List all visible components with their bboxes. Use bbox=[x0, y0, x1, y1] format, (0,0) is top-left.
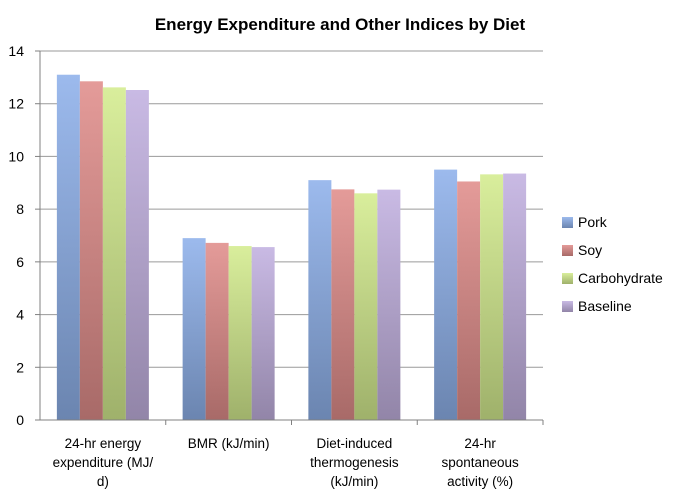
y-tick-label: 6 bbox=[16, 254, 24, 270]
bar-pork bbox=[434, 169, 458, 420]
y-tick-label: 8 bbox=[16, 201, 24, 217]
legend-swatch bbox=[562, 245, 573, 256]
bar-carbohydrate bbox=[480, 174, 504, 420]
legend-swatch bbox=[562, 273, 573, 284]
bar-soy bbox=[457, 181, 481, 420]
legend-swatch bbox=[562, 301, 573, 312]
bar-carbohydrate bbox=[102, 87, 126, 420]
legend-label: Soy bbox=[578, 242, 602, 258]
bar-pork bbox=[182, 238, 206, 420]
bar-baseline bbox=[125, 90, 149, 420]
legend-label: Carbohydrate bbox=[578, 270, 663, 286]
y-tick-label: 2 bbox=[16, 359, 24, 375]
legend-swatch bbox=[562, 217, 573, 228]
bar-carbohydrate bbox=[354, 193, 378, 420]
bar-soy bbox=[331, 189, 355, 420]
bar-pork bbox=[56, 74, 80, 420]
bar-baseline bbox=[251, 247, 275, 420]
x-category-label: 24-hr spontaneous activity (%) bbox=[441, 436, 519, 489]
x-category-label: BMR (kJ/min) bbox=[188, 436, 270, 451]
bar-baseline bbox=[503, 173, 527, 420]
y-tick-label: 10 bbox=[8, 148, 24, 164]
legend: Pork Soy Carbohydrate Baseline bbox=[562, 214, 663, 314]
y-tick-label: 0 bbox=[16, 412, 24, 428]
chart-title: Energy Expenditure and Other Indices by … bbox=[155, 15, 526, 34]
bar-soy bbox=[205, 242, 229, 420]
legend-label: Baseline bbox=[578, 298, 632, 314]
bar-carbohydrate bbox=[228, 246, 252, 420]
bar-baseline bbox=[377, 189, 401, 420]
x-category-label: 24-hr energy expenditure (MJ/d) bbox=[53, 436, 154, 489]
y-tick-label: 14 bbox=[8, 43, 24, 59]
legend-label: Pork bbox=[578, 214, 608, 230]
y-tick-label: 12 bbox=[8, 96, 24, 112]
axes: 0 2 4 6 8 10 12 14 24-hr energy expenditure (MJ/d… bbox=[8, 43, 544, 489]
bar-pork bbox=[308, 180, 332, 420]
y-tick-label: 4 bbox=[16, 307, 24, 323]
bars bbox=[56, 74, 527, 420]
bar-soy bbox=[79, 81, 103, 420]
x-category-label: Diet-induced thermogenesis (kJ/min) bbox=[310, 436, 399, 489]
